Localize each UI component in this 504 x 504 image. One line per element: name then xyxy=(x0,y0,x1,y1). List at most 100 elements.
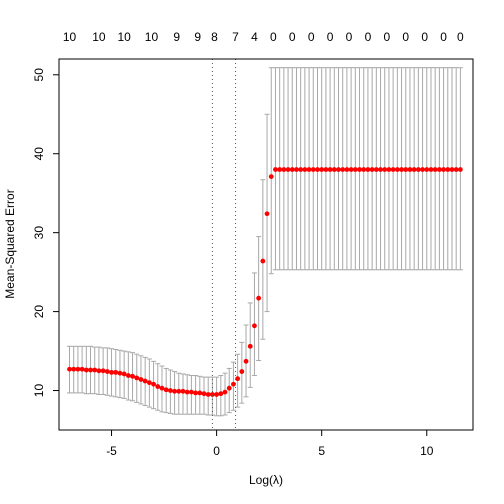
data-point xyxy=(117,370,123,376)
y-tick-label: 20 xyxy=(32,305,46,319)
data-point xyxy=(399,167,404,172)
data-point xyxy=(100,368,106,374)
y-axis-label: Mean-Squared Error xyxy=(3,189,17,298)
data-point xyxy=(319,167,325,172)
data-point xyxy=(457,167,463,172)
x-tick-label: 10 xyxy=(420,444,434,458)
data-point xyxy=(348,167,354,172)
top-axis-label: 8 xyxy=(211,30,218,44)
data-point xyxy=(239,369,245,374)
data-point xyxy=(344,167,350,172)
data-point xyxy=(142,378,148,384)
data-point xyxy=(218,391,224,397)
data-point xyxy=(193,390,198,396)
data-point xyxy=(134,375,140,381)
data-point xyxy=(121,371,127,377)
y-tick-label: 50 xyxy=(32,68,46,82)
top-axis-label: 7 xyxy=(232,30,239,44)
data-point xyxy=(436,167,442,172)
data-point xyxy=(138,377,144,382)
data-point xyxy=(315,167,320,172)
data-point xyxy=(327,167,333,172)
data-point xyxy=(264,211,270,217)
data-point xyxy=(441,167,446,172)
data-point xyxy=(235,376,241,382)
data-point xyxy=(83,367,89,373)
top-axis-label: 0 xyxy=(383,30,390,44)
data-point xyxy=(449,167,455,172)
y-tick-label: 40 xyxy=(32,147,46,161)
data-point xyxy=(336,167,341,172)
data-point xyxy=(428,167,434,172)
data-point xyxy=(79,366,85,372)
top-axis-label: 0 xyxy=(440,30,447,44)
top-axis-label: 0 xyxy=(327,30,334,44)
x-tick-label: -5 xyxy=(106,444,117,458)
data-point xyxy=(130,373,135,379)
top-axis-label: 0 xyxy=(457,30,464,44)
data-point xyxy=(415,167,421,172)
top-axis-label: 4 xyxy=(251,30,258,44)
top-axis-label: 0 xyxy=(270,30,277,44)
data-point xyxy=(390,167,396,172)
y-tick-label: 30 xyxy=(32,226,46,240)
data-point xyxy=(331,167,337,172)
top-axis: 10 10 10 10 9 9 8 7 4 0 0 0 0 0 0 0 0 0 0 0 xyxy=(63,30,464,44)
data-point xyxy=(268,174,274,180)
top-axis-label: 0 xyxy=(421,30,428,44)
top-axis-label: 0 xyxy=(402,30,409,44)
data-point xyxy=(88,367,93,373)
error-bar xyxy=(188,375,194,415)
data-point xyxy=(365,167,371,172)
data-point xyxy=(210,392,215,397)
top-axis-label: 9 xyxy=(194,30,201,44)
data-point xyxy=(226,385,232,391)
data-point xyxy=(378,167,383,172)
data-point xyxy=(146,380,152,386)
top-axis-label: 10 xyxy=(145,30,159,44)
data-point xyxy=(453,167,459,172)
data-point xyxy=(285,167,291,172)
data-point xyxy=(273,167,278,172)
data-point xyxy=(155,384,161,389)
data-point xyxy=(201,391,207,397)
data-point xyxy=(424,167,430,172)
data-point xyxy=(75,366,81,372)
data-point xyxy=(256,295,262,301)
data-point xyxy=(361,167,367,172)
top-axis-label: 0 xyxy=(289,30,296,44)
top-axis-label: 10 xyxy=(63,30,77,44)
data-point xyxy=(167,388,173,393)
reference-lines xyxy=(211,59,237,430)
data-point xyxy=(298,167,304,172)
data-point xyxy=(294,167,299,172)
y-tick-label: 10 xyxy=(32,384,46,398)
x-tick-label: 0 xyxy=(213,444,220,458)
data-point xyxy=(352,167,358,172)
data-point xyxy=(411,167,417,172)
top-axis-label: 10 xyxy=(117,30,131,44)
data-point xyxy=(302,167,308,172)
data-point xyxy=(109,369,114,375)
data-point xyxy=(386,167,392,172)
top-axis-label: 0 xyxy=(365,30,372,44)
data-point xyxy=(71,366,77,372)
data-point xyxy=(445,167,451,172)
x-tick-label: 5 xyxy=(318,444,325,458)
data-point xyxy=(214,392,220,397)
data-point xyxy=(96,368,102,374)
error-bar xyxy=(268,67,274,275)
data-point xyxy=(222,389,228,395)
y-axis: 10 20 30 40 50 xyxy=(32,68,60,398)
data-point xyxy=(420,167,425,172)
data-point xyxy=(369,167,375,172)
data-point xyxy=(357,167,362,172)
data-point xyxy=(394,167,400,172)
data-points xyxy=(67,167,463,397)
data-point xyxy=(277,167,283,172)
data-point xyxy=(323,167,329,172)
x-axis: -5 0 5 10 xyxy=(106,429,434,458)
data-point xyxy=(151,381,156,387)
top-axis-label: 9 xyxy=(173,30,180,44)
